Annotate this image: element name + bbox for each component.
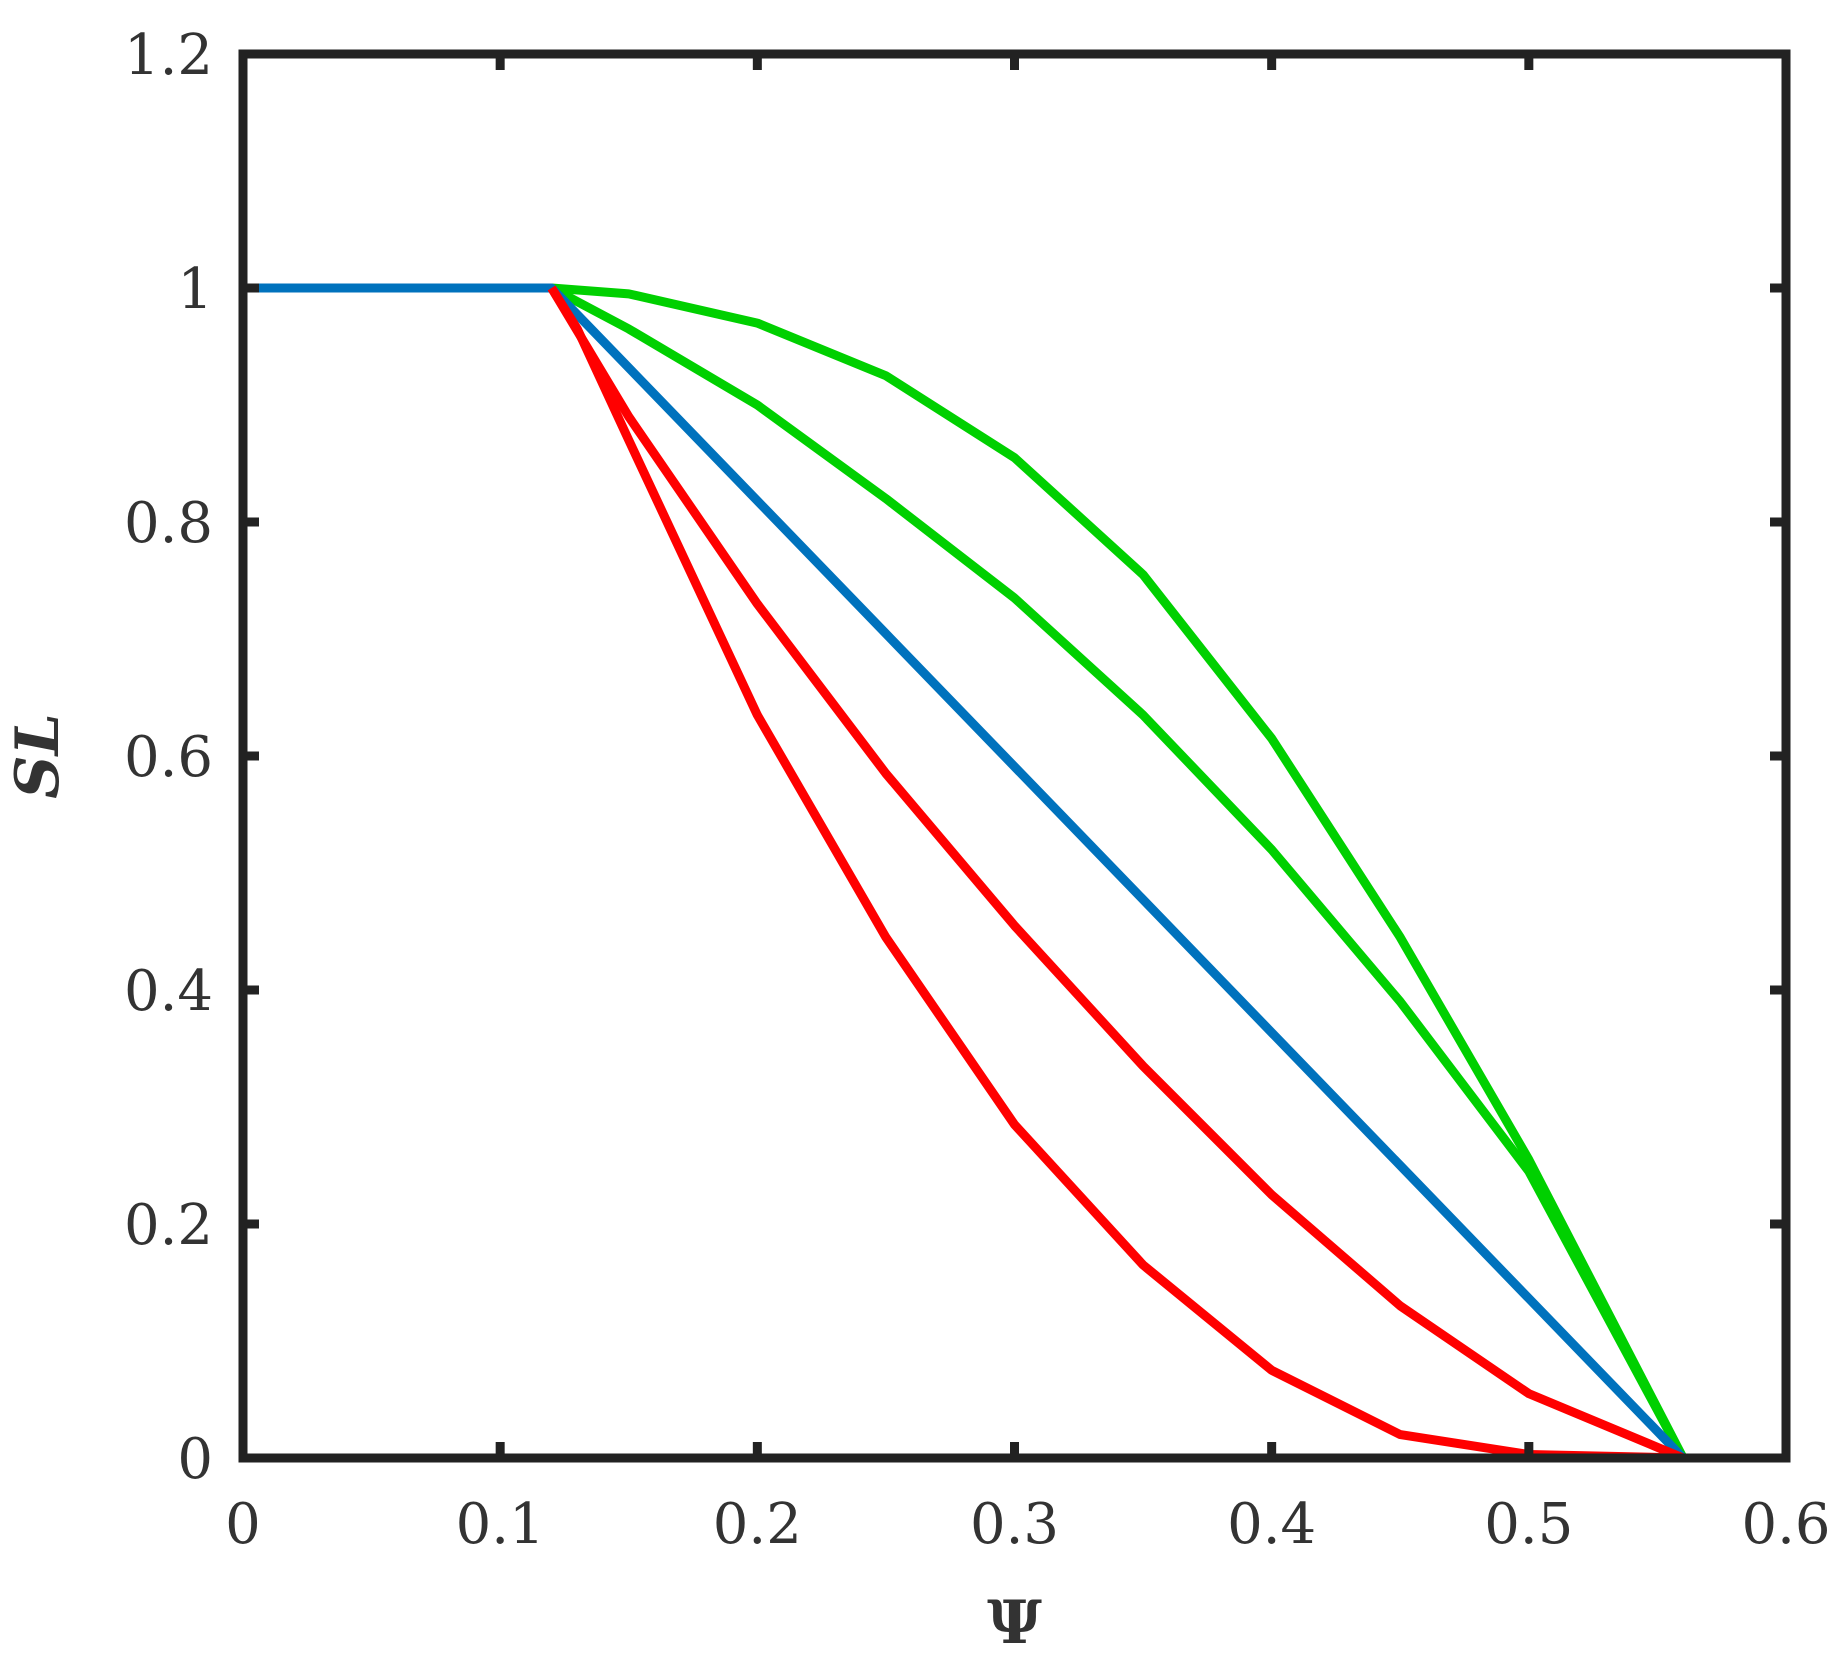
series-line-3 — [243, 283, 1687, 1462]
series-line-2 — [549, 284, 1688, 1461]
y-tick-label-5: 1 — [177, 257, 213, 322]
series-line-4 — [547, 285, 1685, 1463]
x-tick-label-4: 0.4 — [1227, 1492, 1316, 1557]
plot-frame — [238, 49, 1791, 1463]
x-axis-label: Ψ — [987, 1588, 1042, 1658]
y-tick-label-6: 1.2 — [124, 23, 213, 88]
x-tick-label-1: 0.1 — [456, 1492, 545, 1557]
x-tick-label-2: 0.2 — [713, 1492, 802, 1557]
x-tick-label-5: 0.5 — [1484, 1492, 1573, 1557]
y-axis-label: SL — [3, 713, 73, 799]
series-layer — [243, 283, 1688, 1463]
series-line-1 — [551, 283, 1688, 1461]
x-tick-label-6: 0.6 — [1741, 1492, 1830, 1557]
y-tick-label-1: 0.2 — [124, 1193, 213, 1258]
y-tick-label-3: 0.6 — [124, 725, 213, 790]
x-tick-label-0: 0 — [225, 1492, 261, 1557]
y-tick-label-4: 0.8 — [124, 491, 213, 556]
series-line-5 — [547, 285, 1684, 1463]
y-tick-label-2: 0.4 — [124, 959, 213, 1024]
x-tick-label-3: 0.3 — [970, 1492, 1059, 1557]
labels-layer: 0 0.1 0.2 0.3 0.4 0.5 0.6 0 0.2 0.4 0.6 0.8 1 1.2 — [124, 23, 1831, 1557]
y-tick-label-0: 0 — [177, 1427, 213, 1492]
ticks-layer — [238, 49, 1791, 1463]
